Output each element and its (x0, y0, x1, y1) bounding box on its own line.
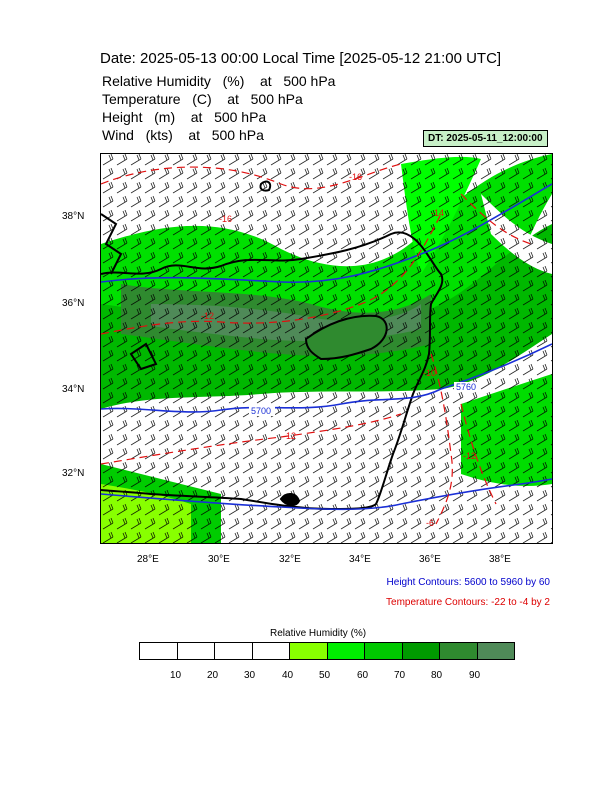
height-contour-note: Height Contours: 5600 to 5960 by 60 (386, 577, 550, 588)
field-line-height: Height (m) at 500 hPa (102, 109, 266, 125)
weather-map: 5700 5760 -16 -16 -14 -12 -12 -12 -10 -6 (100, 153, 553, 544)
colorbar-box (402, 643, 440, 659)
field-level: 500 hPa (211, 127, 264, 143)
colorbar-box (290, 643, 328, 659)
height-label-5760: 5760 (456, 382, 476, 392)
colorbar-label: 30 (244, 670, 256, 681)
contour-labels: 5700 5760 -16 -16 -14 -12 -12 -12 -10 -6 (201, 172, 480, 528)
field-name: Wind (102, 127, 134, 143)
lat-label: 36°N (62, 298, 85, 309)
field-at: at (259, 73, 272, 89)
temp-label: -12 (201, 311, 214, 321)
field-level: 500 hPa (283, 73, 336, 89)
field-line-wind: Wind (kts) at 500 hPa (102, 127, 264, 143)
field-at: at (190, 109, 203, 125)
field-level: 500 hPa (214, 109, 267, 125)
lat-label: 38°N (62, 211, 85, 222)
temp-label: -16 (349, 172, 362, 182)
dt-badge: DT: 2025-05-11_12:00:00 (423, 130, 548, 147)
field-name: Relative Humidity (102, 73, 211, 89)
colorbar-box (215, 643, 253, 659)
field-at: at (188, 127, 201, 143)
temp-label: -14 (431, 208, 444, 218)
colorbar-box (477, 643, 514, 659)
colorbar-box (177, 643, 215, 659)
field-name: Height (102, 109, 143, 125)
field-line-rh: Relative Humidity (%) at 500 hPa (102, 73, 335, 89)
temp-label: -10 (423, 368, 436, 378)
field-unit: (kts) (145, 127, 173, 143)
map-title: Date: 2025-05-13 00:00 Local Time [2025-… (100, 50, 502, 67)
temp-label: -16 (219, 214, 232, 224)
temp-label: -12 (463, 451, 476, 461)
lat-label: 32°N (62, 468, 85, 479)
colorbar-label: 10 (170, 670, 182, 681)
field-unit: (m) (154, 109, 176, 125)
colorbar-box (365, 643, 403, 659)
temp-label: -12 (283, 431, 296, 441)
colorbar-box (327, 643, 365, 659)
map-svg: 5700 5760 -16 -16 -14 -12 -12 -12 -10 -6 (101, 154, 552, 543)
temperature-contours (101, 163, 532, 525)
lon-label: 28°E (137, 554, 159, 565)
field-unit: (C) (192, 91, 212, 107)
lon-label: 38°E (489, 554, 511, 565)
temp-label: -6 (426, 518, 434, 528)
field-level: 500 hPa (250, 91, 303, 107)
temperature-contour-note: Temperature Contours: -22 to -4 by 2 (386, 597, 550, 608)
colorbar-title: Relative Humidity (%) (270, 628, 367, 639)
colorbar-label: 60 (357, 670, 369, 681)
field-unit: (%) (222, 73, 245, 89)
colorbar-label: 50 (319, 670, 331, 681)
lon-label: 34°E (349, 554, 371, 565)
colorbar-box (440, 643, 478, 659)
colorbar-box (140, 643, 178, 659)
colorbar (139, 642, 515, 660)
colorbar-label: 70 (394, 670, 406, 681)
lon-label: 30°E (208, 554, 230, 565)
lon-label: 36°E (419, 554, 441, 565)
field-name: Temperature (102, 91, 181, 107)
colorbar-box (252, 643, 290, 659)
field-at: at (227, 91, 239, 107)
lat-label: 34°N (62, 384, 85, 395)
lon-label: 32°E (279, 554, 301, 565)
coastline (101, 180, 444, 511)
field-line-temperature: Temperature (C) at 500 hPa (102, 91, 303, 107)
height-contours (101, 183, 552, 511)
colorbar-label: 40 (282, 670, 294, 681)
colorbar-label: 90 (469, 670, 481, 681)
height-label-5700: 5700 (251, 406, 271, 416)
colorbar-label: 80 (431, 670, 443, 681)
colorbar-label: 20 (207, 670, 219, 681)
